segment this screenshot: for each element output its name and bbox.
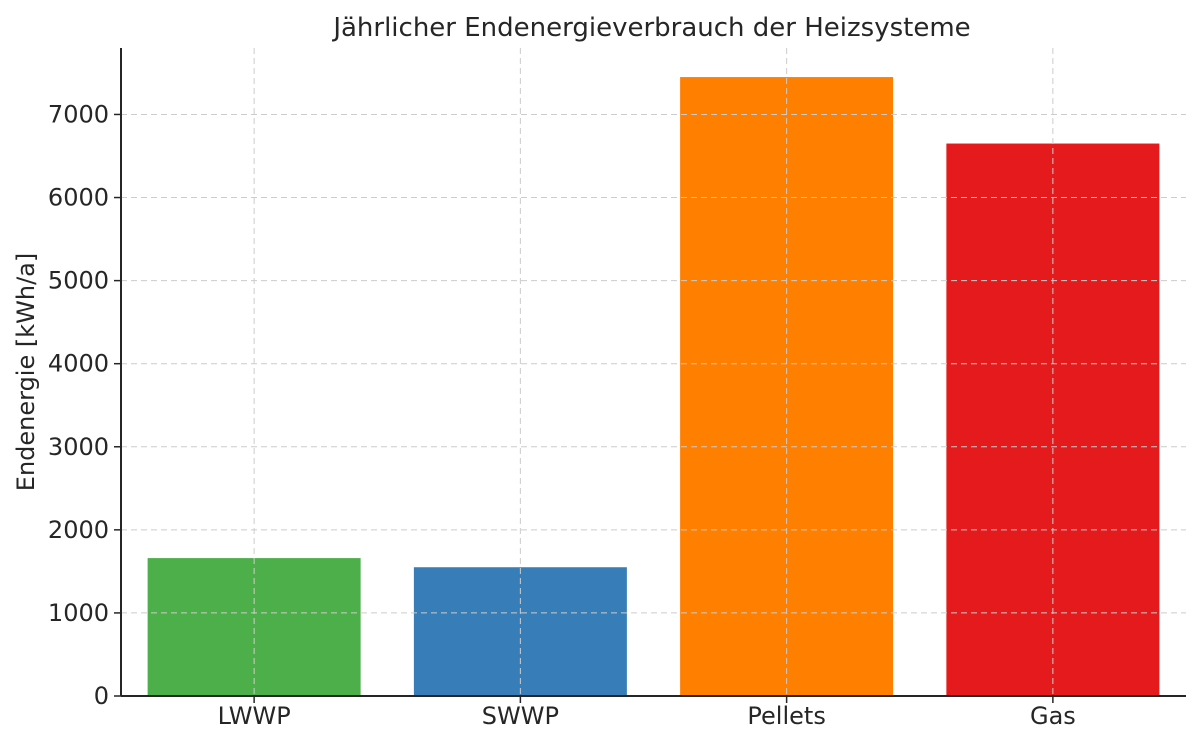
y-tick-label: 0 xyxy=(94,682,109,710)
y-tick-label: 1000 xyxy=(48,599,109,627)
grid xyxy=(121,48,1186,696)
x-tick-label: LWWP xyxy=(218,702,291,730)
y-tick-label: 3000 xyxy=(48,433,109,461)
y-axis-label: Endenergie [kWh/a] xyxy=(12,253,40,491)
axes xyxy=(114,48,1186,703)
y-tick-label: 7000 xyxy=(48,100,109,128)
y-tick-label: 5000 xyxy=(48,267,109,295)
x-tick-label: Gas xyxy=(1030,702,1076,730)
tick-labels: 0 1000 2000 3000 4000 5000 6000 7000 LWWP SWWP Pel… xyxy=(48,100,1076,730)
x-tick-label: Pellets xyxy=(747,702,825,730)
bars xyxy=(147,77,1160,697)
x-tick-label: SWWP xyxy=(482,702,559,730)
y-tick-label: 6000 xyxy=(48,184,109,212)
y-tick-label: 4000 xyxy=(48,350,109,378)
y-tick-label: 2000 xyxy=(48,516,109,544)
chart-title: Jährlicher Endenergieverbrauch der Heizs… xyxy=(331,13,970,43)
